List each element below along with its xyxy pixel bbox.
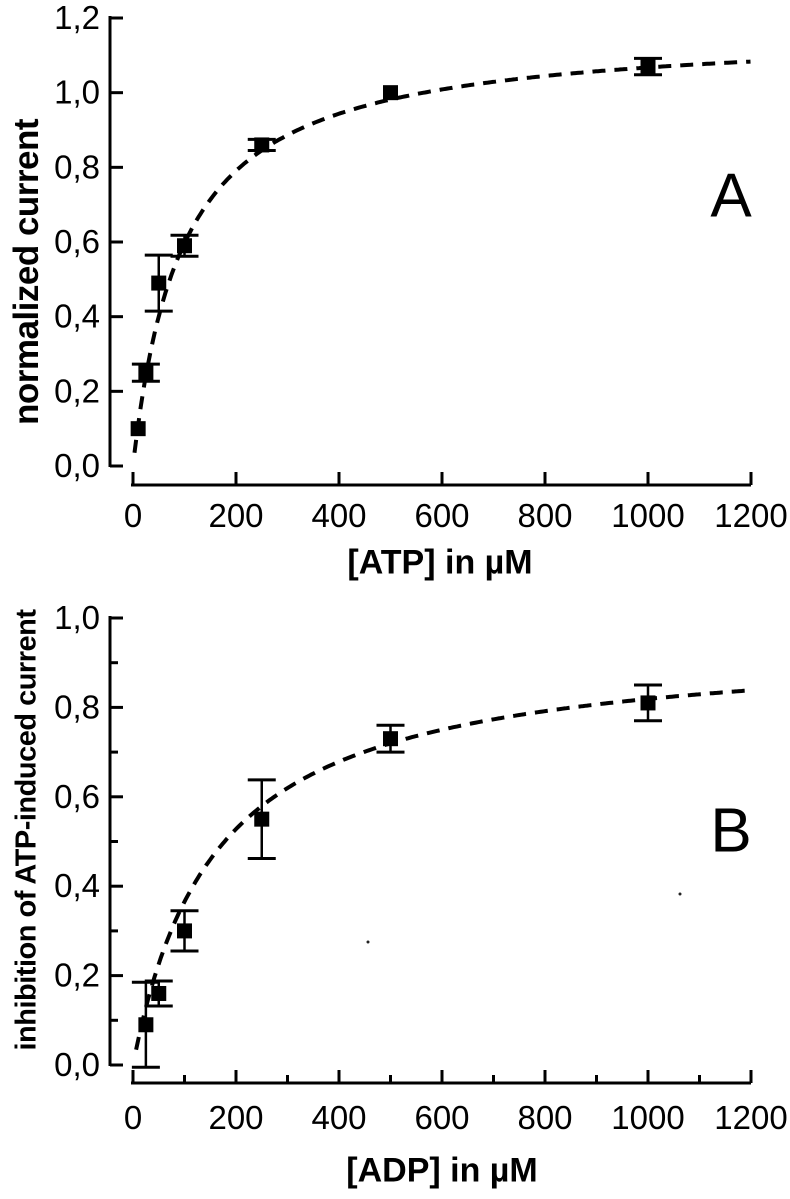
panel-a-y-tick-label: 0,2 bbox=[54, 372, 100, 409]
panel-a-x-tick-label: 0 bbox=[124, 497, 142, 534]
panel-b-y-tick-label: 0,4 bbox=[54, 867, 100, 904]
panel-b-x-tick-label: 200 bbox=[208, 1099, 263, 1136]
panel-b-scan-speck bbox=[678, 892, 682, 896]
panel-a-x-tick-label: 1000 bbox=[611, 497, 684, 534]
panel-a-y-tick-label: 0,4 bbox=[54, 298, 100, 335]
panel-a-data-point bbox=[130, 421, 146, 437]
panel-a-y-axis-title: normalized current bbox=[7, 118, 46, 426]
panel-b-y-tick-label: 1,0 bbox=[54, 599, 100, 636]
panel-b-x-axis-title: [ADP] in µM bbox=[346, 1151, 538, 1190]
panel-a-y-tick-label: 1,0 bbox=[54, 74, 100, 111]
panel-b-fit-curve bbox=[134, 688, 751, 1051]
panel-b-x-tick-label: 400 bbox=[311, 1099, 366, 1136]
panel-b-x-tick-label: 0 bbox=[124, 1099, 142, 1136]
panel-b-scan-speck bbox=[366, 940, 370, 944]
panel-a-y-tick-label: 0,0 bbox=[54, 447, 100, 484]
panel-b-data-point bbox=[138, 1017, 154, 1033]
panel-b-letter: B bbox=[710, 796, 752, 866]
panel-a-y-tick-label: 0,6 bbox=[54, 223, 100, 260]
panel-b-data-point bbox=[383, 731, 398, 747]
panel-b-y-axis-title: inhibition of ATP-induced current bbox=[10, 609, 43, 1051]
panel-a-x-tick-label: 1200 bbox=[714, 497, 787, 534]
panel-b-x-tick-label: 800 bbox=[517, 1099, 572, 1136]
panel-a-y-tick-label: 1,2 bbox=[54, 0, 100, 36]
panel-a-fit-curve bbox=[132, 59, 751, 454]
panel-b-x-tick-label: 1000 bbox=[611, 1099, 684, 1136]
panel-b-y-tick-label: 0,6 bbox=[54, 778, 100, 815]
panel-a-data-point bbox=[177, 238, 192, 254]
panel-b-y-tick-label: 0,2 bbox=[54, 957, 100, 994]
panel-a-data-point bbox=[151, 275, 167, 291]
panel-a-x-tick-label: 800 bbox=[517, 497, 572, 534]
panel-b-x-tick-label: 1200 bbox=[714, 1099, 787, 1136]
panel-b-data-point bbox=[151, 985, 167, 1001]
panel-a-x-axis-title: [ATP] in µM bbox=[347, 543, 533, 582]
panel-b-data-point bbox=[254, 811, 270, 827]
panel-a-x-tick-label: 600 bbox=[414, 497, 469, 534]
panel-a-x-tick-label: 200 bbox=[208, 497, 263, 534]
panel-b-y-tick-label: 0,0 bbox=[54, 1046, 100, 1083]
panel-a-data-point bbox=[254, 137, 270, 153]
panel-a-letter: A bbox=[710, 161, 752, 231]
panel-a-x-tick-label: 400 bbox=[311, 497, 366, 534]
panel-a-data-point bbox=[138, 365, 154, 381]
panel-b-data-point bbox=[177, 923, 192, 939]
panel-b-data-point bbox=[640, 695, 656, 711]
panel-a-data-point bbox=[383, 85, 398, 101]
panel-a-y-tick-label: 0,8 bbox=[54, 148, 100, 185]
panel-a-data-point bbox=[640, 59, 656, 75]
panel-b-x-tick-label: 600 bbox=[414, 1099, 469, 1136]
panel-b-y-tick-label: 0,8 bbox=[54, 688, 100, 725]
